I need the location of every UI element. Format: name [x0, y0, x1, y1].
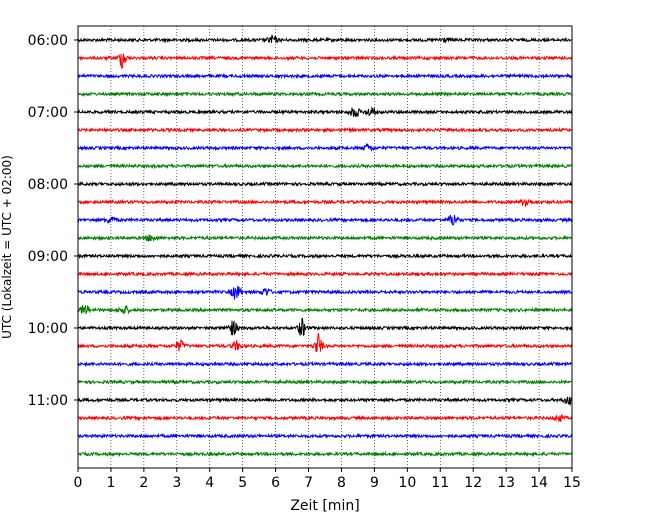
x-tick-label: 6 [271, 475, 280, 491]
x-axis-label: Zeit [min] [290, 498, 359, 514]
x-tick-label: 10 [398, 475, 416, 491]
trace-1045 [77, 378, 573, 386]
trace-0645 [77, 90, 573, 98]
seismic-traces [77, 34, 573, 458]
trace-0945 [77, 304, 573, 315]
trace-0700 [77, 105, 573, 118]
x-axis-ticks: 0 1 2 3 4 5 6 7 8 9 10 11 12 13 14 15 [74, 468, 581, 491]
x-tick-label: 4 [205, 475, 214, 491]
y-tick-label: 06:00 [28, 33, 68, 49]
x-tick-label: 13 [497, 475, 515, 491]
x-tick-label: 14 [530, 475, 548, 491]
plot-frame [77, 25, 573, 469]
x-tick-label: 8 [337, 475, 346, 491]
trace-0900 [77, 252, 573, 260]
trace-0830 [77, 214, 573, 226]
x-tick-label: 7 [304, 475, 313, 491]
y-axis-label: UTC (Lokalzeit = UTC + 02:00) [0, 155, 14, 339]
trace-0845 [77, 234, 573, 243]
y-tick-label: 09:00 [28, 249, 68, 265]
x-tick-label: 1 [106, 475, 115, 491]
trace-1130 [77, 432, 573, 440]
grid-lines [110, 26, 540, 468]
trace-0615 [77, 53, 573, 69]
x-tick-label: 5 [238, 475, 247, 491]
x-tick-label: 2 [139, 475, 148, 491]
y-tick-label: 11:00 [28, 393, 68, 409]
trace-1030 [77, 360, 573, 368]
trace-0815 [77, 198, 573, 207]
x-tick-label: 3 [172, 475, 181, 491]
y-tick-label: 10:00 [28, 321, 68, 337]
trace-0715 [77, 126, 573, 134]
trace-0800 [77, 180, 573, 188]
x-tick-label: 0 [74, 475, 83, 491]
trace-0930 [77, 285, 573, 300]
trace-0600 [77, 34, 573, 44]
y-tick-label: 07:00 [28, 105, 68, 121]
trace-0915 [77, 270, 573, 278]
y-tick-label: 08:00 [28, 177, 68, 193]
trace-1100 [77, 396, 573, 406]
trace-1000 [77, 318, 573, 337]
trace-1015 [77, 333, 573, 353]
y-axis-ticks: 06:00 07:00 08:00 09:00 10:00 11:00 [28, 33, 78, 409]
trace-0730 [77, 142, 573, 152]
x-tick-label: 11 [431, 475, 449, 491]
x-tick-label: 15 [563, 475, 581, 491]
trace-1145 [77, 450, 573, 458]
trace-1115 [77, 414, 573, 423]
x-tick-label: 9 [370, 475, 379, 491]
trace-0745 [77, 162, 573, 170]
trace-0630 [77, 72, 573, 80]
x-tick-label: 12 [464, 475, 482, 491]
